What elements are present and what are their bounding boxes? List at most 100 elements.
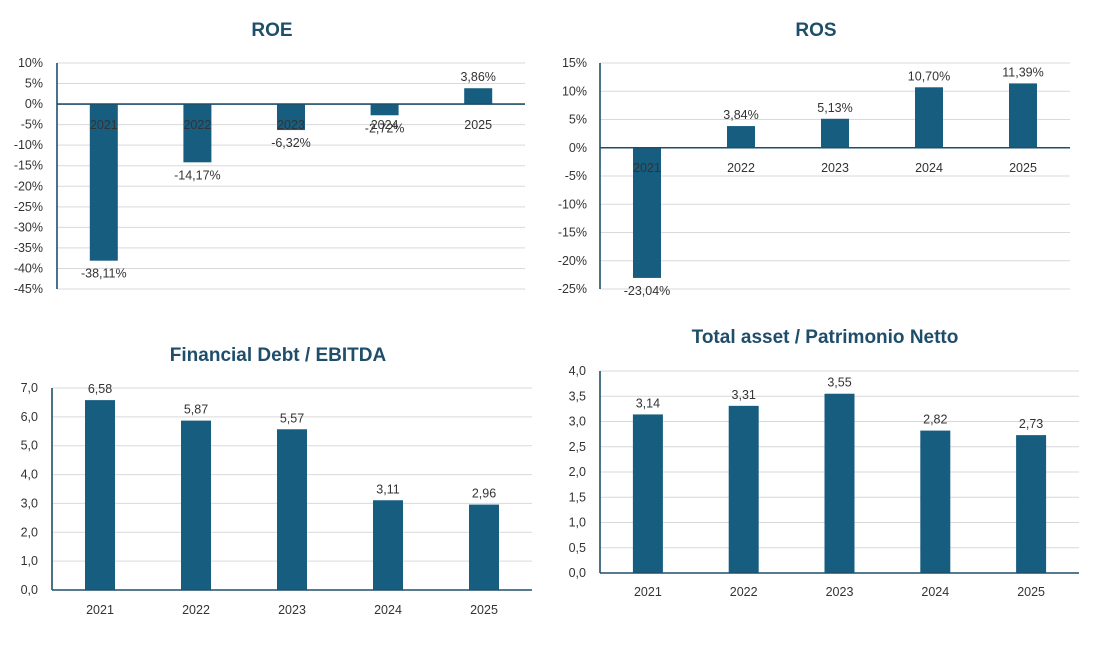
roe-y-tick-label: -25%	[14, 200, 43, 214]
debt-ebitda-bar	[277, 429, 307, 590]
debt-ebitda-y-tick-label: 2,0	[21, 525, 38, 539]
ros-x-tick-label: 2022	[727, 161, 755, 175]
ros-y-tick-label: -15%	[558, 226, 587, 240]
asset-equity-y-tick-label: 2,5	[569, 440, 586, 454]
debt-ebitda-x-tick-label: 2025	[470, 603, 498, 617]
asset-equity-x-tick-label: 2023	[826, 585, 854, 599]
debt-ebitda-data-label: 2,96	[472, 487, 496, 501]
ros-y-tick-label: -5%	[565, 169, 587, 183]
debt-ebitda-y-tick-label: 3,0	[21, 496, 38, 510]
roe-bar	[277, 104, 305, 131]
roe-y-tick-label: -30%	[14, 220, 43, 234]
roe-x-tick-label: 2024	[371, 118, 399, 132]
asset-equity-bar	[728, 405, 759, 573]
financial-debt-ebitda-chart: Financial Debt / EBITDA 7,0 6,0 5,0 4,0 3,0 2,…	[0, 320, 550, 646]
ros-x-tick-label: 2025	[1009, 161, 1037, 175]
debt-ebitda-y-tick-label: 6,0	[21, 410, 38, 424]
total-asset-equity-chart-svg: Total asset / Patrimonio Netto 4,0 3,5 3,0 2…	[569, 327, 1079, 599]
debt-ebitda-data-label: 3,11	[376, 482, 399, 496]
debt-ebitda-bar	[181, 420, 211, 590]
roe-bar	[89, 104, 118, 261]
ros-y-tick-label: -10%	[558, 197, 587, 211]
debt-ebitda-bar	[373, 500, 403, 590]
asset-equity-data-label: 3,31	[732, 388, 756, 402]
roe-y-tick-label: 0%	[25, 97, 43, 111]
roe-y-tick-label: -40%	[14, 261, 43, 275]
asset-equity-data-label: 3,14	[636, 396, 660, 410]
asset-equity-data-label: 3,55	[827, 376, 851, 390]
roe-data-label: -14,17%	[174, 168, 221, 182]
asset-equity-data-label: 2,82	[923, 413, 947, 427]
ros-chart-svg: ROS 15% 10% 5% 0% -5% -10% -15% -20% -25% -23,04% 2…	[558, 20, 1070, 298]
roe-y-tick-label: -35%	[14, 241, 43, 255]
roe-x-tick-label: 2021	[90, 118, 118, 132]
roe-y-tick-label: -5%	[21, 118, 43, 132]
asset-equity-x-tick-label: 2021	[634, 585, 662, 599]
ros-title: ROS	[795, 20, 836, 41]
ros-bar	[821, 118, 849, 148]
ros-x-tick-label: 2021	[633, 161, 661, 175]
asset-equity-y-tick-label: 3,0	[569, 415, 586, 429]
asset-equity-x-tick-label: 2025	[1017, 585, 1045, 599]
debt-ebitda-x-tick-label: 2021	[86, 603, 114, 617]
asset-equity-x-tick-label: 2022	[730, 585, 758, 599]
ros-y-tick-label: 10%	[562, 84, 587, 98]
debt-ebitda-x-tick-label: 2022	[182, 603, 210, 617]
roe-data-label: -38,11%	[81, 267, 127, 281]
roe-bar	[370, 104, 399, 116]
roe-bar	[183, 104, 212, 163]
asset-equity-y-tick-label: 1,0	[569, 516, 586, 530]
asset-equity-y-tick-label: 1,5	[569, 490, 586, 504]
asset-equity-bar	[632, 414, 663, 573]
ros-data-label: -23,04%	[624, 284, 671, 298]
asset-equity-data-label: 2,73	[1019, 417, 1043, 431]
ros-y-tick-label: 5%	[569, 113, 587, 127]
ros-data-label: 5,13%	[817, 101, 852, 115]
roe-y-tick-label: 5%	[25, 77, 43, 91]
asset-equity-y-tick-label: 0,0	[569, 566, 586, 580]
debt-ebitda-y-tick-label: 5,0	[21, 439, 38, 453]
financial-debt-ebitda-chart-svg: Financial Debt / EBITDA 7,0 6,0 5,0 4,0 3,0 2,…	[21, 345, 532, 617]
roe-data-label: 3,86%	[460, 70, 495, 84]
roe-data-label: -2,72%	[365, 121, 405, 135]
asset-equity-bar	[920, 430, 951, 573]
debt-ebitda-title: Financial Debt / EBITDA	[170, 345, 387, 366]
ros-y-tick-label: 0%	[569, 141, 587, 155]
debt-ebitda-data-label: 6,58	[88, 382, 112, 396]
debt-ebitda-bar	[85, 400, 115, 590]
total-asset-equity-chart: Total asset / Patrimonio Netto 4,0 3,5 3,0 2…	[550, 320, 1100, 646]
asset-equity-x-tick-label: 2024	[921, 585, 949, 599]
roe-y-tick-label: -45%	[14, 282, 43, 296]
ros-bar	[727, 126, 755, 148]
asset-equity-bar	[1016, 435, 1047, 573]
ros-data-label: 3,84%	[723, 108, 758, 122]
asset-equity-y-tick-label: 0,5	[569, 541, 586, 555]
ros-y-tick-label: -25%	[558, 282, 587, 296]
asset-equity-bar	[824, 393, 855, 573]
ros-chart: ROS 15% 10% 5% 0% -5% -10% -15% -20% -25% -23,04% 2…	[550, 0, 1100, 320]
roe-chart-svg: ROE 10% 5% 0% -5% -10% -15% -20% -25% -30% -35% -40…	[14, 20, 525, 296]
debt-ebitda-data-label: 5,87	[184, 403, 208, 417]
debt-ebitda-y-tick-label: 4,0	[21, 468, 38, 482]
roe-y-tick-label: -15%	[14, 159, 43, 173]
debt-ebitda-bar	[469, 504, 499, 590]
roe-x-tick-label: 2025	[464, 118, 492, 132]
roe-y-tick-label: 10%	[18, 56, 43, 70]
asset-equity-title: Total asset / Patrimonio Netto	[692, 327, 959, 348]
asset-equity-y-tick-label: 2,0	[569, 465, 586, 479]
ros-bar	[1009, 83, 1037, 148]
ros-data-label: 10,70%	[908, 69, 950, 83]
roe-title: ROE	[251, 20, 292, 41]
roe-bar	[464, 88, 493, 105]
roe-x-tick-label: 2023	[277, 118, 305, 132]
debt-ebitda-x-tick-label: 2024	[374, 603, 402, 617]
ros-x-tick-label: 2023	[821, 161, 849, 175]
debt-ebitda-y-tick-label: 0,0	[21, 583, 38, 597]
asset-equity-y-tick-label: 4,0	[569, 364, 586, 378]
ros-x-tick-label: 2024	[915, 161, 943, 175]
ros-y-tick-label: -20%	[558, 254, 587, 268]
ros-data-label: 11,39%	[1002, 65, 1043, 79]
roe-y-tick-label: -10%	[14, 138, 43, 152]
roe-x-tick-label: 2022	[183, 118, 211, 132]
roe-y-tick-label: -20%	[14, 179, 43, 193]
